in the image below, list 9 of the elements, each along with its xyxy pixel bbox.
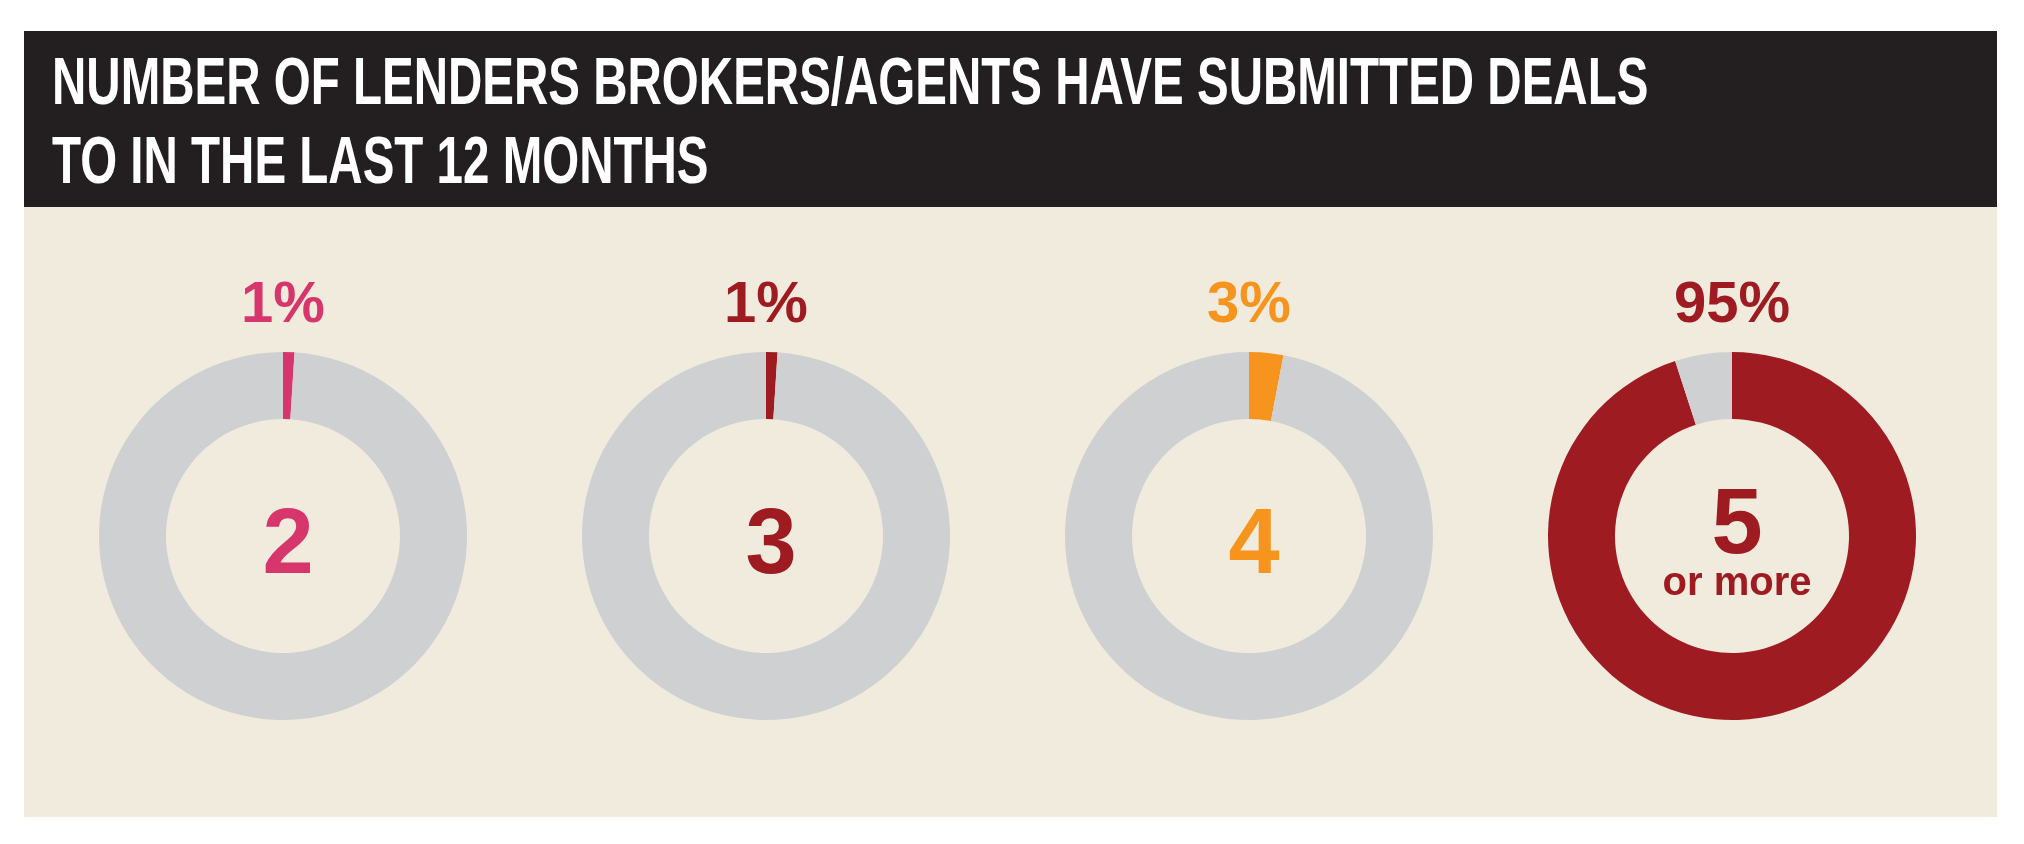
data-label: 1% — [724, 268, 808, 334]
data-label: 3% — [1207, 268, 1291, 334]
data-label: 95% — [1673, 268, 1791, 334]
text: 3 — [745, 490, 797, 592]
data-label: 1% — [241, 268, 325, 334]
text: 4 — [1228, 490, 1280, 592]
text: 5 or more — [1662, 470, 1812, 603]
text: 2 — [262, 490, 314, 592]
text: NUMBER OF LENDERS BROKERS/AGENTS HAVE SUBMITTED DEALS TO IN THE LAST 12 MONTHS — [52, 43, 1650, 199]
